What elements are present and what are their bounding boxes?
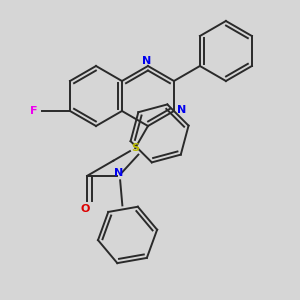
Text: S: S: [131, 143, 139, 153]
Text: O: O: [81, 204, 90, 214]
Text: F: F: [30, 106, 38, 116]
Text: N: N: [142, 56, 151, 66]
Text: N: N: [177, 104, 186, 115]
Text: N: N: [114, 168, 123, 178]
